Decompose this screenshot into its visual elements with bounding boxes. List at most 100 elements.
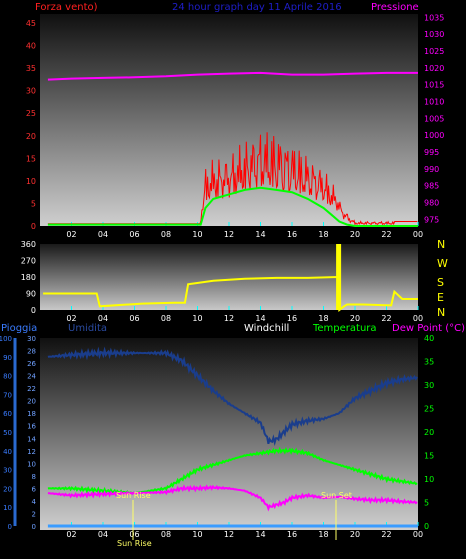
x-tick-label: 20 <box>350 314 360 323</box>
y-right-tick-label: 1025 <box>424 47 444 56</box>
x-tick-label: 14 <box>255 230 265 239</box>
y-left-tick-label: 15 <box>26 154 36 163</box>
x-tick-label: 08 <box>161 230 171 239</box>
compass-label-w: W <box>437 257 448 270</box>
x-tick-label: 10 <box>192 314 202 323</box>
y-left-tick-label: 35 <box>26 64 36 73</box>
y-outer-tick-label: 30 <box>3 467 12 475</box>
y-outer-tick-label: 70 <box>3 391 12 399</box>
y-right-tick-label: 1015 <box>424 81 444 90</box>
y-outer-tick-label: 100 <box>0 335 12 343</box>
legend-windchill: Windchill <box>244 323 289 334</box>
sunrise-label: Sun Rise <box>116 491 151 500</box>
y-right-tick-label: 1035 <box>424 13 444 22</box>
wind-direction-line <box>43 275 418 312</box>
y-left-tick-label: 30 <box>26 87 36 96</box>
y-inner-tick-label: 26 <box>27 360 36 368</box>
y-right-tick-label: 995 <box>424 148 439 157</box>
y-tick-label: 90 <box>26 290 36 299</box>
x-tick-label: 02 <box>66 530 76 539</box>
x-tick-label: 22 <box>381 314 391 323</box>
y-outer-tick-label: 0 <box>8 523 12 531</box>
y-right-tick-label: 1005 <box>424 114 444 123</box>
y-right-tick-label: 35 <box>424 358 434 367</box>
y-outer-tick-label: 20 <box>3 485 12 493</box>
x-tick-label: 10 <box>192 230 202 239</box>
temperature-line <box>47 446 418 496</box>
x-tick-label: 06 <box>129 230 139 239</box>
legend-temperatura: Temperatura <box>312 323 377 334</box>
panel-temperature-humidity-plot <box>40 338 418 530</box>
panel-wind-direction-plot <box>40 244 418 310</box>
y-left-tick-label: 20 <box>26 132 36 141</box>
x-tick-label: 18 <box>318 314 328 323</box>
sunset-label: Sun Set <box>321 491 352 500</box>
header-center-title: 24 hour graph day 11 Aprile 2016 <box>172 2 342 13</box>
compass-label-n-bottom: N <box>437 306 445 319</box>
x-tick-label: 12 <box>224 314 234 323</box>
y-right-tick-label: 40 <box>424 334 434 343</box>
y-inner-tick-label: 12 <box>27 448 36 456</box>
y-inner-tick-label: 2 <box>32 510 36 518</box>
y-right-tick-label: 990 <box>424 165 439 174</box>
y-inner-tick-label: 20 <box>27 398 36 406</box>
y-outer-tick-label: 60 <box>3 410 12 418</box>
y-inner-tick-label: 14 <box>27 435 36 443</box>
y-left-tick-label: 5 <box>31 199 36 208</box>
y-left-tick-label: 0 <box>31 222 36 231</box>
y-right-tick-label: 1030 <box>424 30 444 39</box>
sunrise-bottom-label: Sun Rise <box>117 539 152 548</box>
y-outer-tick-label: 90 <box>3 354 12 362</box>
y-left-tick-label: 40 <box>26 42 36 51</box>
y-left-tick-label: 45 <box>26 19 36 28</box>
y-tick-label: 360 <box>21 240 36 249</box>
x-tick-label: 16 <box>287 314 297 323</box>
x-tick-label: 16 <box>287 530 297 539</box>
y-tick-label: 270 <box>21 257 36 266</box>
y-right-tick-label: 25 <box>424 405 434 414</box>
compass-label-s: S <box>437 276 444 289</box>
header-right-title: Pressione <box>371 2 419 13</box>
humidity-line <box>47 346 418 447</box>
y-right-tick-label: 1020 <box>424 64 444 73</box>
y-tick-label: 180 <box>21 273 36 282</box>
pressure-line <box>47 71 418 81</box>
direction-wrap-bar <box>336 244 342 310</box>
y-outer-tick-label: 50 <box>3 429 12 437</box>
x-tick-label: 00 <box>413 530 423 539</box>
y-right-tick-label: 30 <box>424 381 434 390</box>
y-right-tick-label: 1010 <box>424 97 444 106</box>
y-inner-tick-label: 0 <box>32 523 36 531</box>
x-tick-label: 18 <box>318 530 328 539</box>
y-right-tick-label: 975 <box>424 215 439 224</box>
x-tick-label: 02 <box>66 230 76 239</box>
y-inner-tick-label: 8 <box>32 473 36 481</box>
y-tick-label: 0 <box>31 306 36 315</box>
y-right-tick-label: 985 <box>424 182 439 191</box>
y-right-tick-label: 980 <box>424 198 439 207</box>
y-outer-tick-label: 10 <box>3 504 12 512</box>
x-tick-label: 00 <box>413 230 423 239</box>
y-inner-tick-label: 6 <box>32 485 37 493</box>
y-inner-tick-label: 4 <box>32 498 37 506</box>
y-inner-tick-label: 28 <box>27 348 36 356</box>
y-inner-tick-label: 22 <box>27 385 36 393</box>
legend-umidita: Umidita <box>68 323 107 334</box>
y-right-tick-label: 20 <box>424 428 434 437</box>
y-inner-tick-label: 18 <box>27 410 36 418</box>
x-tick-label: 04 <box>98 230 108 239</box>
compass-label-e: E <box>437 291 444 304</box>
y-outer-tick-label: 40 <box>3 448 12 456</box>
x-tick-label: 12 <box>224 230 234 239</box>
y-inner-tick-label: 16 <box>27 423 36 431</box>
dewpoint-line <box>47 484 418 512</box>
x-tick-label: 06 <box>129 530 139 539</box>
x-tick-label: 06 <box>129 314 139 323</box>
x-tick-label: 18 <box>318 230 328 239</box>
x-tick-label: 12 <box>224 530 234 539</box>
y-left-tick-label: 25 <box>26 109 36 118</box>
x-tick-label: 04 <box>98 530 108 539</box>
y-right-tick-label: 15 <box>424 452 434 461</box>
x-tick-label: 22 <box>381 230 391 239</box>
